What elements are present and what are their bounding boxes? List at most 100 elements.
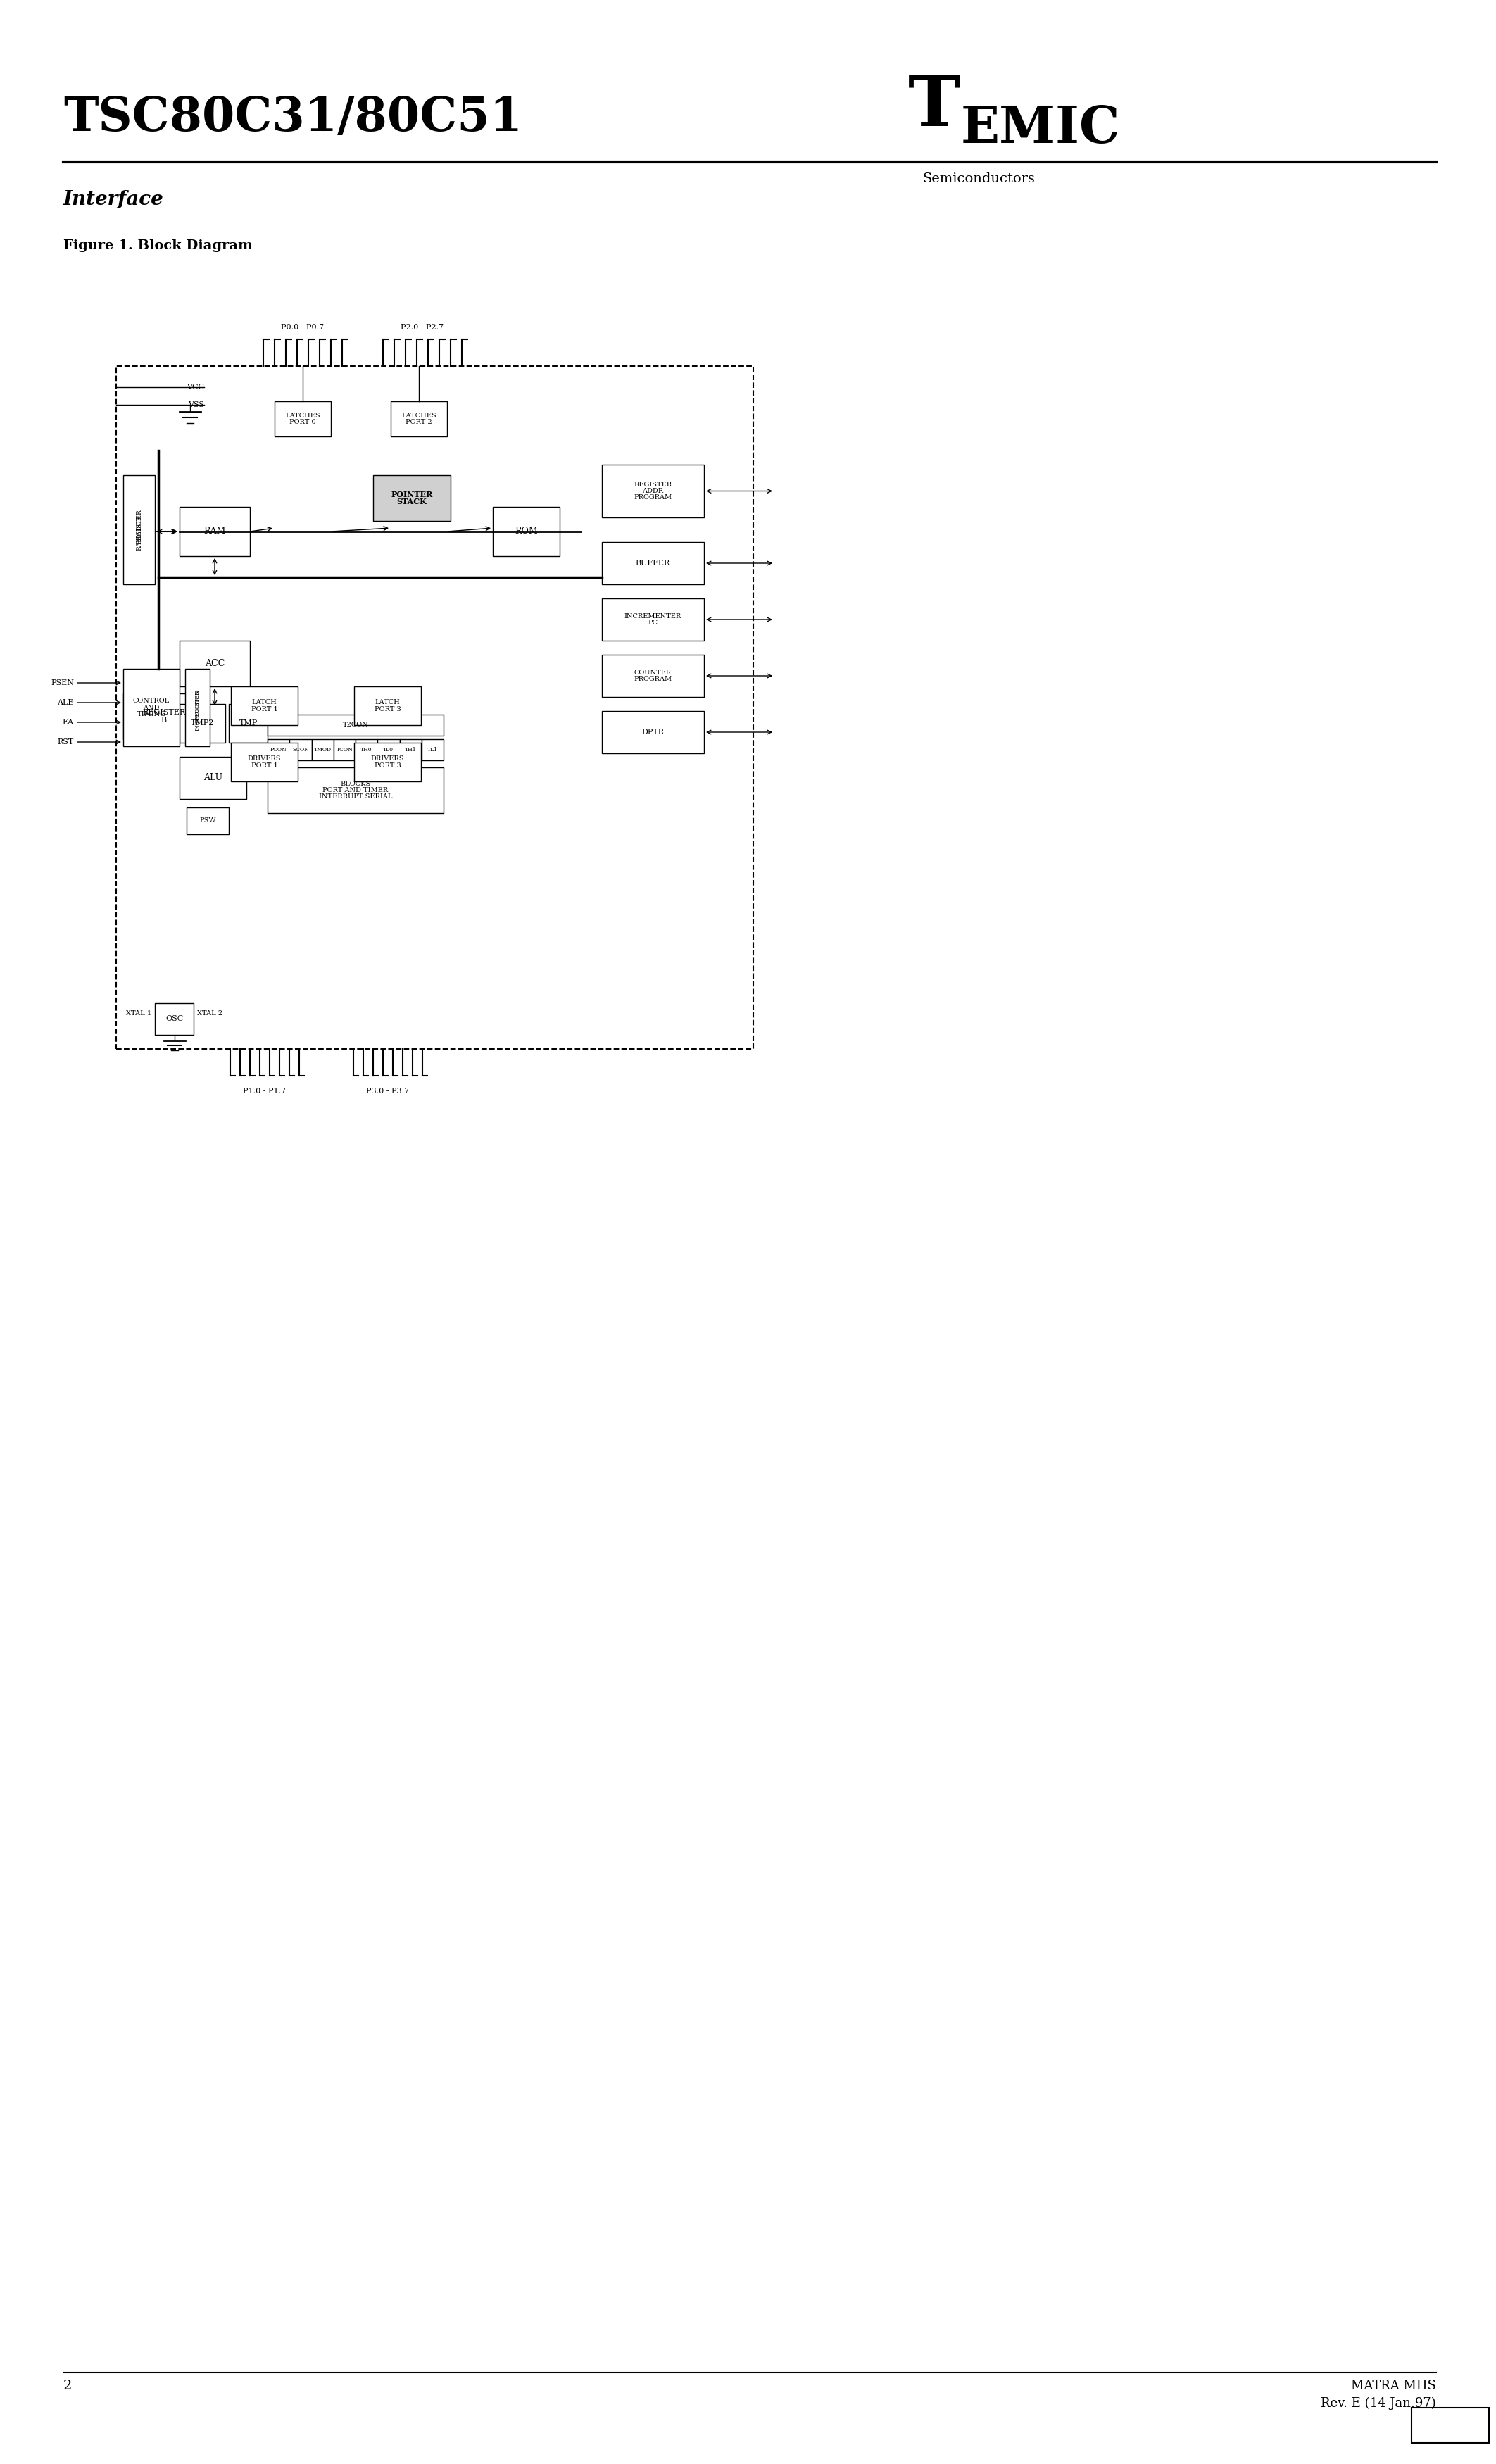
Text: ALE: ALE <box>57 700 73 707</box>
Text: POINTER: POINTER <box>390 490 432 498</box>
Bar <box>117 367 754 1050</box>
Text: VCC: VCC <box>187 384 203 392</box>
Bar <box>275 402 331 436</box>
Text: 2: 2 <box>63 2380 72 2393</box>
Bar <box>601 466 705 517</box>
Bar <box>156 1003 193 1035</box>
Text: T: T <box>908 71 960 140</box>
Text: TH1: TH1 <box>404 747 416 752</box>
Bar <box>268 766 443 813</box>
Text: PORT 3: PORT 3 <box>374 705 401 712</box>
Bar <box>492 508 560 557</box>
Text: PSW: PSW <box>199 818 215 823</box>
Text: BUFFER: BUFFER <box>636 559 670 567</box>
Text: PROGRAM: PROGRAM <box>634 495 672 500</box>
Text: PORT 1: PORT 1 <box>251 761 278 769</box>
Text: PSEN: PSEN <box>51 680 73 687</box>
Text: TH0: TH0 <box>361 747 373 752</box>
Bar <box>180 705 226 742</box>
Text: EMIC: EMIC <box>960 103 1121 153</box>
Text: XTAL 2: XTAL 2 <box>197 1010 223 1018</box>
Text: ROM: ROM <box>515 527 537 537</box>
Bar <box>290 739 311 761</box>
Bar <box>311 739 334 761</box>
Text: INSTRUCTION: INSTRUCTION <box>194 690 200 732</box>
Bar <box>123 668 180 747</box>
Text: P0.0 - P0.7: P0.0 - P0.7 <box>281 323 325 330</box>
Bar <box>180 756 247 798</box>
Text: SCON: SCON <box>292 747 310 752</box>
Text: REGISTER: REGISTER <box>634 480 672 488</box>
Bar <box>399 739 422 761</box>
Text: TL0: TL0 <box>383 747 393 752</box>
Text: LATCHES: LATCHES <box>401 411 437 419</box>
Text: PCON: PCON <box>271 747 287 752</box>
Text: DRIVERS: DRIVERS <box>371 756 404 761</box>
Bar <box>230 742 298 781</box>
Text: LATCH: LATCH <box>375 700 399 705</box>
Text: XTAL 1: XTAL 1 <box>126 1010 151 1018</box>
Bar <box>187 808 229 835</box>
Text: RAMADOR: RAMADOR <box>136 515 142 549</box>
Bar <box>601 712 705 754</box>
Text: ACC: ACC <box>205 658 224 668</box>
Bar <box>230 687 298 724</box>
Text: DPTR: DPTR <box>642 729 664 737</box>
Text: VSS: VSS <box>188 402 203 409</box>
Bar <box>355 687 420 724</box>
Text: RAM: RAM <box>203 527 226 537</box>
Text: T2CON: T2CON <box>343 722 368 729</box>
Text: PORT 0: PORT 0 <box>290 419 316 426</box>
Text: REGISTER: REGISTER <box>142 710 186 717</box>
Bar <box>377 739 399 761</box>
Bar <box>268 739 290 761</box>
Text: TIMING: TIMING <box>138 710 166 717</box>
Bar <box>355 742 420 781</box>
Text: Interface: Interface <box>63 190 165 209</box>
Bar <box>390 402 447 436</box>
Text: TMP2: TMP2 <box>190 719 214 727</box>
Bar <box>268 715 443 737</box>
Text: B: B <box>162 717 166 724</box>
Text: TL1: TL1 <box>428 747 438 752</box>
Text: ALU: ALU <box>203 774 223 784</box>
Bar <box>123 692 203 739</box>
Bar <box>601 655 705 697</box>
Text: OSC: OSC <box>166 1015 183 1023</box>
Text: DRIVERS: DRIVERS <box>248 756 281 761</box>
Bar <box>123 476 156 584</box>
Bar <box>601 599 705 641</box>
Text: STACK: STACK <box>396 498 426 505</box>
Text: RST: RST <box>57 739 73 747</box>
Text: REGISTER: REGISTER <box>136 510 142 545</box>
Bar <box>180 508 250 557</box>
Text: INTERRUPT SERIAL: INTERRUPT SERIAL <box>319 793 392 801</box>
Text: PORT AND TIMER: PORT AND TIMER <box>323 786 389 793</box>
Text: INCREMENTER: INCREMENTER <box>624 614 682 618</box>
Text: LATCH: LATCH <box>251 700 277 705</box>
Text: Rev. E (14 Jan.97): Rev. E (14 Jan.97) <box>1321 2397 1436 2410</box>
Text: TCON: TCON <box>337 747 353 752</box>
Bar <box>229 705 268 742</box>
Bar <box>373 476 450 520</box>
Text: Semiconductors: Semiconductors <box>922 172 1035 185</box>
Text: P2.0 - P2.7: P2.0 - P2.7 <box>401 323 444 330</box>
Text: ADDR: ADDR <box>642 488 664 495</box>
Text: PORT 2: PORT 2 <box>405 419 432 426</box>
Bar <box>1412 2407 1489 2442</box>
Bar <box>601 542 705 584</box>
Text: MATRA MHS: MATRA MHS <box>1351 2380 1436 2393</box>
Text: LATCHES: LATCHES <box>286 411 320 419</box>
Bar <box>422 739 443 761</box>
Text: TSC80C31/80C51: TSC80C31/80C51 <box>63 96 522 140</box>
Bar <box>356 739 377 761</box>
Text: P3.0 - P3.7: P3.0 - P3.7 <box>367 1087 408 1094</box>
Bar <box>186 668 209 747</box>
Text: PROGRAM: PROGRAM <box>634 675 672 683</box>
Text: TMP: TMP <box>239 719 257 727</box>
Text: REGISTER: REGISTER <box>194 690 200 719</box>
Text: EA: EA <box>63 719 73 727</box>
Bar <box>334 739 356 761</box>
Text: COUNTER: COUNTER <box>634 670 672 675</box>
Text: BLOCKS: BLOCKS <box>340 781 371 786</box>
